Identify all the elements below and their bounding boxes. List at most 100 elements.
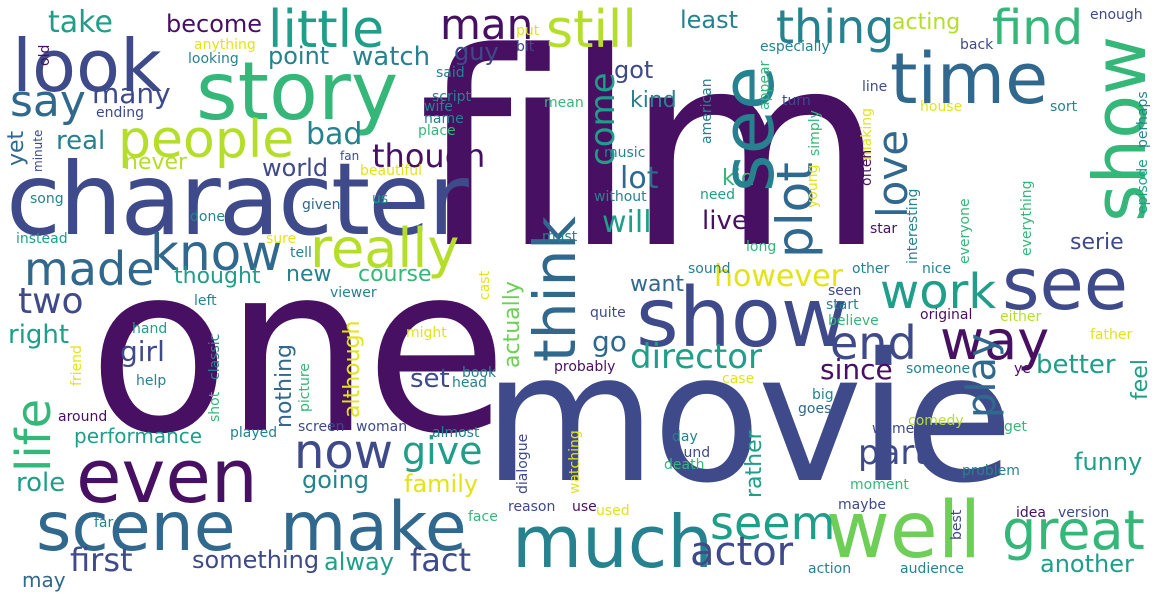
word-much: much (512, 500, 713, 584)
word-everything: everything (1019, 180, 1035, 256)
word-appear: appear (757, 60, 773, 110)
word-however: however (714, 259, 843, 294)
word-back: back (960, 37, 994, 53)
word-book: book (462, 365, 497, 381)
word-everyone: everyone (957, 198, 973, 264)
word-funny: funny (1074, 448, 1143, 476)
word-reason: reason (508, 499, 556, 515)
word-day: day (672, 429, 698, 445)
word-without: without (594, 189, 647, 205)
word-serie: serie (1070, 230, 1124, 255)
word-head: head (452, 375, 487, 391)
word-picture: picture (297, 363, 313, 412)
word-played: played (230, 425, 278, 441)
word-help: help (136, 373, 167, 389)
word-bit: bit (516, 39, 535, 55)
word-minute: minute (31, 129, 45, 172)
word-mean: mean (544, 95, 584, 111)
word-hand: hand (132, 321, 168, 337)
word-rather-rotated: rather (742, 430, 767, 498)
word-simply: simply (807, 110, 823, 156)
word-set: set (410, 364, 450, 394)
word-know: know (150, 224, 283, 282)
word-man: man (440, 0, 534, 49)
word-old: old (37, 44, 53, 66)
word-will: will (602, 205, 652, 240)
word-live: live (702, 206, 748, 236)
word-got: got (614, 56, 654, 84)
word-tell: tell (290, 245, 312, 261)
word-almost: almost (432, 425, 480, 441)
word-point: point (268, 42, 330, 70)
word-instead: instead (16, 231, 68, 247)
word-thought: thought (174, 264, 261, 289)
word-character: character (6, 141, 469, 258)
word-sure: sure (266, 231, 297, 247)
word-girl: girl (120, 335, 165, 368)
word-wife: wife (424, 99, 453, 115)
word-beautiful: beautiful (360, 163, 423, 179)
word-lot: lot (620, 161, 659, 196)
word-goes: goes (798, 401, 832, 417)
word-yet-rotated: yet (4, 130, 29, 166)
word-get: get (1004, 419, 1027, 435)
word-audience: audience (900, 561, 965, 577)
word-action: action (808, 561, 852, 577)
word-never: never (124, 150, 188, 175)
word-found: found (670, 445, 711, 461)
word-world: world (262, 154, 329, 182)
word-either: either (1000, 309, 1042, 325)
word-nothing-rotated: nothing (272, 344, 297, 428)
word-even: even (76, 434, 258, 520)
word-sound: sound (688, 261, 731, 277)
word-seen: seen (828, 283, 862, 299)
word-performance: performance (74, 424, 203, 448)
word-problem: problem (962, 463, 1020, 479)
word-young: young (805, 164, 821, 208)
word-family: family (404, 470, 479, 498)
word-big: big (812, 387, 834, 403)
word-watching: watching (567, 430, 583, 494)
word-actually-rotated: actually (500, 281, 525, 368)
word-woman: woman (356, 419, 408, 435)
word-become: become (166, 10, 263, 38)
word-kid: kid (722, 166, 755, 191)
word-put: put (516, 23, 540, 39)
word-music: music (604, 145, 646, 161)
word-end: end (830, 316, 917, 370)
word-work: work (880, 264, 997, 320)
word-especially: especially (760, 39, 830, 55)
word-us: us (372, 191, 389, 207)
word-place: place (418, 123, 456, 139)
word-least: least (680, 6, 739, 34)
word-father: father (1090, 327, 1133, 343)
word-better: better (1036, 350, 1116, 380)
word-idea: idea (1016, 505, 1046, 521)
word-ye: ye (1014, 361, 1031, 377)
word-one: one (88, 215, 508, 485)
word-really: really (310, 217, 460, 280)
word-classic: classic (207, 333, 223, 380)
word-go: go (592, 325, 627, 358)
word-probably: probably (554, 359, 616, 375)
word-quite: quite (590, 305, 626, 321)
word-seem: seem (710, 496, 836, 550)
word-other: other (852, 261, 890, 277)
word-guy: guy (454, 38, 499, 66)
word-use: use (572, 499, 597, 515)
word-house: house (920, 99, 963, 115)
word-bad: bad (306, 117, 363, 152)
word-done: done (190, 209, 225, 225)
word-still: still (546, 0, 637, 60)
word-kind: kind (630, 88, 677, 113)
word-actor: actor (690, 529, 794, 575)
word-story: story (196, 45, 399, 138)
word-ending: ending (96, 105, 145, 121)
word-must: must (542, 229, 578, 245)
word-real: real (56, 126, 106, 156)
word-now: now (294, 424, 394, 480)
word-although-rotated: although (340, 320, 365, 418)
word-far: far (94, 515, 114, 531)
word-best: best (949, 509, 965, 540)
